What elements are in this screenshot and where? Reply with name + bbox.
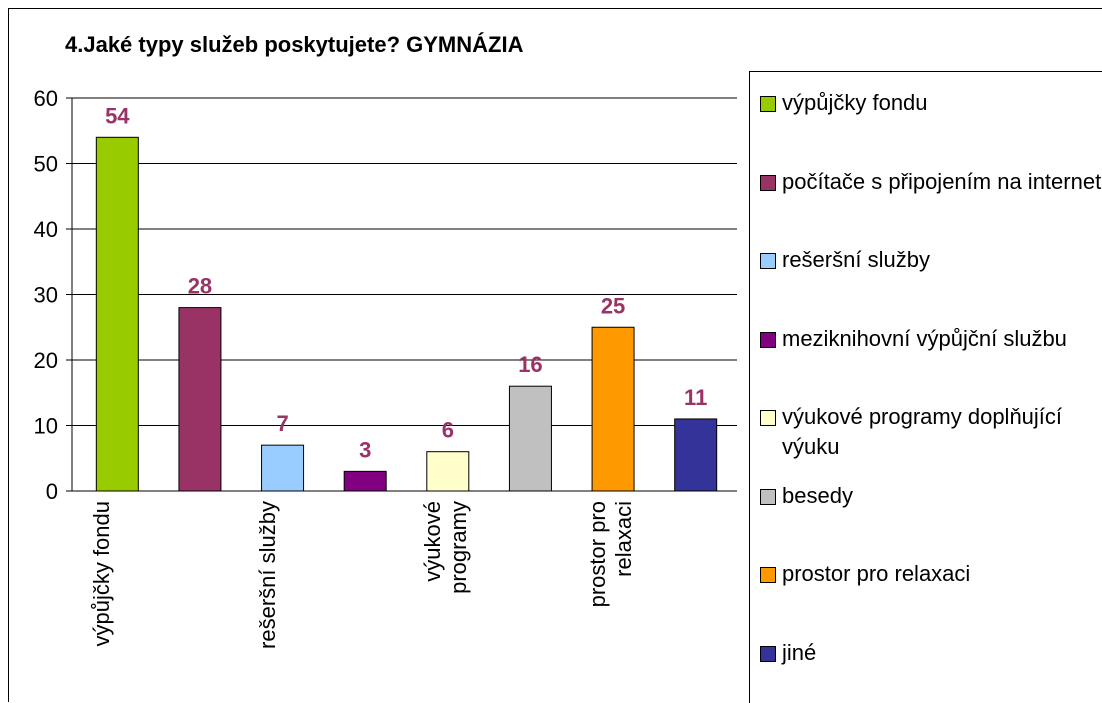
bar [509, 386, 551, 491]
x-tick-label: prostor pro relaxaci [585, 501, 637, 651]
bar [427, 452, 469, 491]
legend-label: meziknihovní výpůjční službu [782, 326, 1067, 351]
bar [675, 419, 717, 491]
y-tick-label: 20 [34, 348, 58, 373]
value-label: 16 [518, 352, 542, 377]
x-tick-label: výukové programy [420, 501, 472, 651]
legend-item: meziknihovní výpůjční službu [760, 324, 1102, 354]
legend-swatch [760, 410, 776, 426]
value-label: 6 [442, 418, 454, 443]
y-tick-label: 60 [34, 86, 58, 111]
legend-item: výukové programy doplňující výuku [760, 402, 1102, 462]
legend-swatch [760, 175, 776, 191]
value-label: 54 [105, 103, 130, 128]
legend-swatch [760, 96, 776, 112]
bar [179, 308, 221, 491]
legend-label: rešeršní služby [782, 247, 930, 272]
x-tick-label: výpůjčky fondu [89, 501, 115, 651]
legend-swatch [760, 332, 776, 348]
legend-swatch [760, 253, 776, 269]
legend-item: rešeršní služby [760, 245, 1102, 275]
legend-swatch [760, 646, 776, 662]
legend-swatch [760, 567, 776, 583]
legend-label: počítače s připojením na internet [782, 169, 1101, 194]
legend: výpůjčky fondu počítače s připojením na i… [749, 71, 1102, 703]
bar [96, 137, 138, 491]
legend-label: prostor pro relaxaci [782, 561, 970, 586]
legend-item: besedy [760, 481, 1102, 511]
y-tick-label: 10 [34, 414, 58, 439]
legend-swatch [760, 489, 776, 505]
legend-item: jiné [760, 638, 1102, 668]
legend-label: jiné [782, 640, 816, 665]
y-tick-label: 50 [34, 152, 58, 177]
y-tick-label: 30 [34, 283, 58, 308]
chart-title: 4.Jaké typy služeb poskytujete? GYMNÁZIA [65, 32, 524, 57]
legend-label: výpůjčky fondu [782, 90, 928, 115]
value-label: 11 [684, 385, 707, 410]
value-label: 28 [188, 274, 212, 299]
bar [262, 445, 304, 491]
x-tick-label: rešeršní služby [255, 501, 281, 651]
legend-item: výpůjčky fondu [760, 88, 1102, 118]
value-label: 7 [276, 411, 288, 436]
value-label: 3 [359, 437, 371, 462]
bar [344, 471, 386, 491]
legend-item: prostor pro relaxaci [760, 559, 1102, 589]
y-tick-label: 0 [46, 479, 58, 504]
legend-item: počítače s připojením na internet [760, 167, 1102, 197]
y-tick-label: 40 [34, 217, 58, 242]
value-label: 25 [601, 293, 625, 318]
legend-label: besedy [782, 483, 853, 508]
legend-label: výukové programy doplňující výuku [782, 404, 1062, 459]
bar [592, 327, 634, 491]
